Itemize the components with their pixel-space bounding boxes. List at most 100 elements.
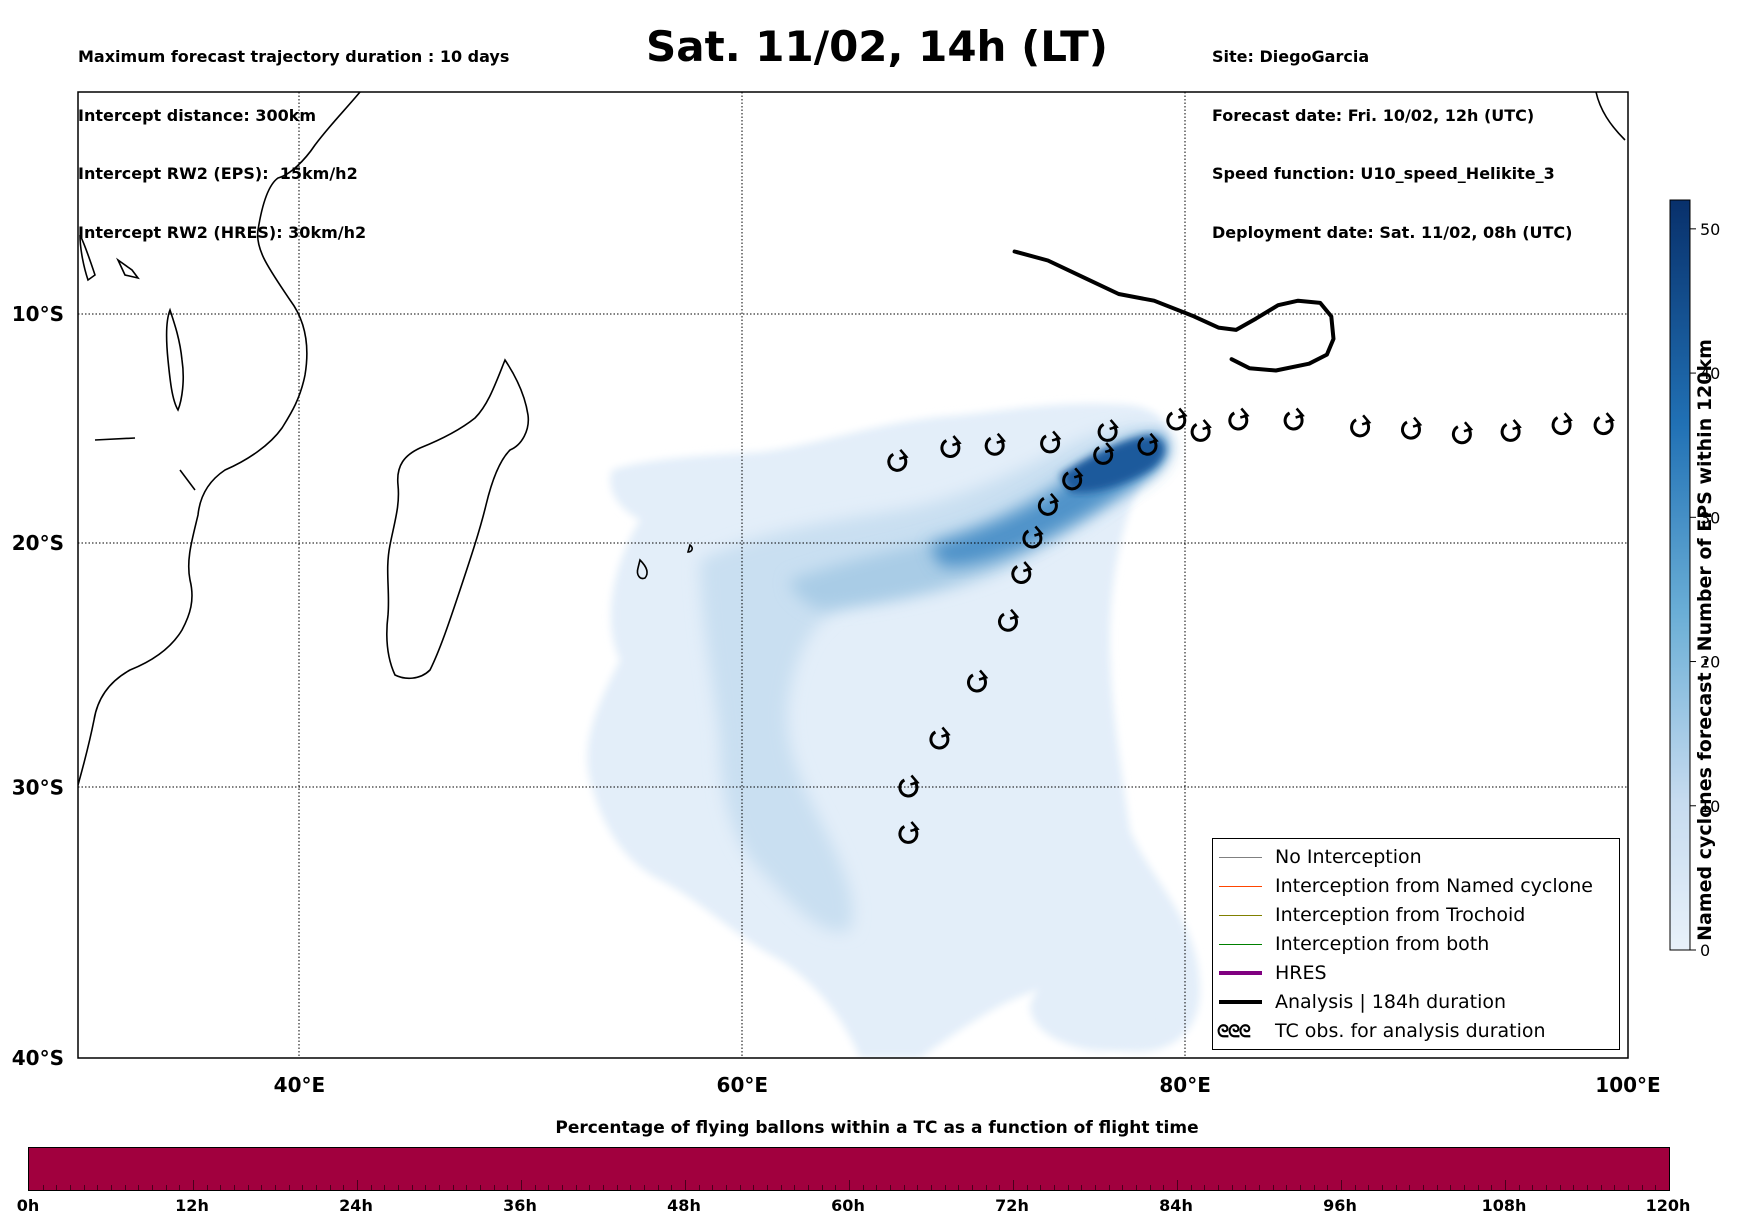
flight-bar-minor-tick [685,1180,686,1190]
header-right: Site: DiegoGarcia Forecast date: Fri. 10… [1212,8,1572,262]
cyclone-symbol-icon [887,448,909,472]
flight-bar-minor-tick [111,1185,112,1190]
island [94,437,136,441]
cyclone-symbol-icon [1400,416,1423,440]
flight-bar-minor-tick [1518,1185,1520,1190]
cyclone-symbol-icon [1040,430,1062,454]
flight-bar-minor-tick [1641,1185,1643,1190]
flight-bar-minor-tick [1122,1185,1124,1190]
cyclone-symbol-icon [1350,414,1372,438]
coastlines [78,92,1626,786]
flight-bar-minor-tick [712,1185,714,1190]
flight-bar-minor-tick [220,1185,222,1190]
island [115,257,140,280]
flight-bar-minor-tick [1559,1185,1561,1190]
flight-bar-minor-tick [1149,1185,1151,1190]
flight-bar-minor-tick [644,1185,645,1190]
flight-bar-minor-tick [835,1185,837,1190]
flight-bar-minor-tick [1614,1185,1616,1190]
flight-bar-minor-tick [1026,1185,1028,1190]
flight-bar-minor-tick [521,1180,522,1190]
colorbar [1669,199,1691,951]
cyclone-symbol-icon [997,608,1020,632]
flight-bar-minor-tick [972,1185,973,1190]
flight-bar-minor-tick [794,1185,796,1190]
cyclone-symbol-icon [1062,467,1084,491]
flight-bar-minor-tick [1259,1185,1260,1190]
cyclone-symbol-icon [984,432,1006,456]
flight-bar-minor-tick [480,1185,481,1190]
cyclone-symbol-icon [1283,407,1305,431]
cyclone-symbol-icon [1166,407,1188,431]
flight-bar-minor-tick [1054,1185,1055,1190]
flight-bar-minor-tick [466,1185,468,1190]
longitude-tick-label: 40°E [274,1073,326,1097]
longitude-tick-label: 60°E [717,1073,769,1097]
flight-bar-minor-tick [753,1185,755,1190]
flight-bar-minor-tick [97,1185,99,1190]
flight-bar-minor-tick [316,1185,317,1190]
flight-bar-minor-tick [1546,1185,1547,1190]
flight-bar-minor-tick [1067,1185,1069,1190]
longitude-tick-label: 80°E [1159,1073,1211,1097]
cyclone-symbol-icon [1228,407,1250,431]
colorbar-tick-label: 40 [1700,364,1720,383]
flight-bar-minor-tick [1395,1185,1397,1190]
cyclone-symbol-icon [929,726,951,750]
flight-bar-minor-tick [206,1185,208,1190]
cyclone-symbol-icon [898,774,920,798]
flight-bar-minor-tick [917,1185,919,1190]
flight-bar-minor-tick [343,1185,345,1190]
flight-bar-minor-tick [425,1185,427,1190]
flight-bar-minor-tick [124,1185,126,1190]
cyclone-symbol-icon: ᘓᘓᘓ [1217,1022,1251,1042]
legend-label: No Interception [1275,846,1422,868]
flight-bar-minor-tick [302,1185,304,1190]
flight-bar-minor-tick [288,1185,290,1190]
flight-bar-minor-tick [411,1185,413,1190]
flight-bar-minor-tick [83,1185,85,1190]
map-frame [77,91,1629,1059]
flight-bar-tick-label: 24h [339,1196,373,1215]
island [79,234,96,282]
flight-bar-minor-tick [671,1185,673,1190]
legend-swatch [1219,1000,1262,1004]
flight-bar-minor-tick [1218,1185,1219,1190]
flight-bar-minor-tick [931,1185,932,1190]
header-right-line: Deployment date: Sat. 11/02, 08h (UTC) [1212,222,1573,242]
flight-bar-minor-tick [179,1185,181,1190]
legend-item: Interception from Trochoid [1213,903,1619,927]
flight-bar-minor-tick [1477,1185,1479,1190]
flight-bar-minor-tick [1382,1185,1383,1190]
flight-bar-minor-tick [1409,1185,1411,1190]
flight-bar-minor-tick [548,1185,550,1190]
flight-bar-minor-tick [999,1185,1001,1190]
island [636,558,648,580]
flight-bar-minor-tick [1095,1185,1096,1190]
flight-bar-tick-label: 72h [995,1196,1029,1215]
flight-bar-minor-tick [1177,1180,1178,1190]
cyclone-symbol-icon [1451,421,1474,445]
flight-bar-minor-tick [780,1185,782,1190]
flight-bar-minor-tick [657,1185,659,1190]
cyclone-symbol-icon [1011,561,1033,584]
flight-bar-minor-tick [958,1185,960,1190]
flight-bar-minor-tick [56,1185,58,1190]
flight-bar-minor-tick [1491,1185,1493,1190]
flight-bar-minor-tick [1108,1185,1110,1190]
flight-bar-minor-tick [1327,1185,1329,1190]
flight-bar-title: Percentage of flying ballons within a TC… [555,1118,1199,1138]
legend-swatch [1219,914,1262,916]
flight-bar-minor-tick [193,1180,194,1190]
density-field [587,403,1200,1058]
legend-label: Interception from both [1275,933,1490,955]
flight-bar-minor-tick [1600,1185,1602,1190]
flight-bar-minor-tick [575,1185,577,1190]
flight-bar-minor-tick [1163,1185,1165,1190]
header-right-line: Site: DiegoGarcia [1212,47,1370,66]
flight-bar-minor-tick [370,1185,372,1190]
flight-bar-minor-tick [42,1185,44,1190]
island [686,543,693,553]
flight-bar-minor-tick [1587,1185,1588,1190]
flight-bar-minor-tick [808,1185,809,1190]
